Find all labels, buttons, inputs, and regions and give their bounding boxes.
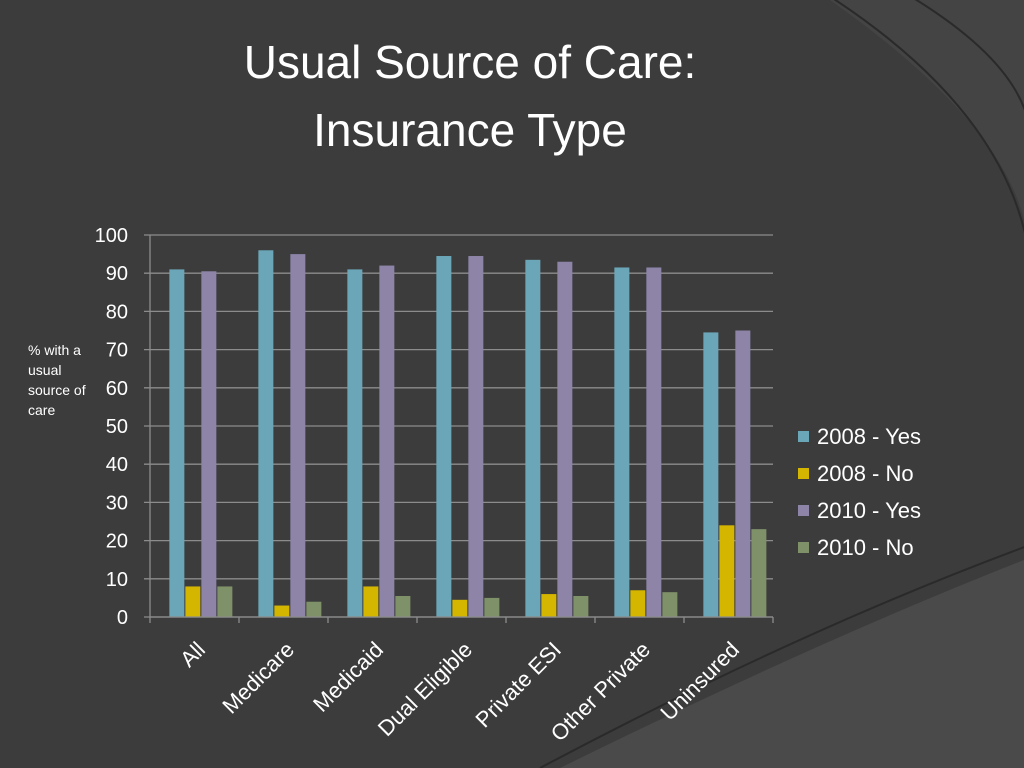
legend-label: 2010 - No (817, 534, 914, 560)
bar-2008-yes-all (169, 269, 185, 617)
bar-2010-yes-dual-eligible (468, 256, 484, 617)
x-tick-label: Medicare (217, 637, 299, 719)
background-arc-line-2 (914, 0, 1024, 111)
legend-swatch (798, 468, 809, 479)
legend-swatch (798, 542, 809, 553)
legend-item: 2008 - No (798, 455, 921, 492)
bar-2010-no-private-esi (573, 595, 589, 617)
bar-2008-yes-dual-eligible (436, 256, 452, 617)
y-tick-label: 20 (106, 531, 128, 553)
y-tick-label: 60 (106, 378, 128, 400)
bar-2010-yes-uninsured (735, 330, 751, 617)
legend-swatch (798, 505, 809, 516)
bar-2008-no-other-private (630, 590, 646, 617)
legend-label: 2008 - Yes (817, 423, 921, 449)
y-tick-label: 40 (106, 454, 128, 476)
legend-item: 2010 - Yes (798, 492, 921, 529)
bar-2010-no-dual-eligible (484, 597, 500, 617)
bar-2010-no-other-private (662, 592, 678, 617)
x-tick-label: All (175, 637, 210, 672)
x-tick-label: Uninsured (655, 637, 744, 726)
bar-2008-no-all (185, 586, 201, 617)
x-tick-label: Dual Eligible (373, 637, 477, 741)
bars (169, 250, 767, 617)
background-arc-line (833, 0, 1024, 234)
bar-2010-no-medicare (306, 601, 322, 617)
chart-legend: 2008 - Yes 2008 - No 2010 - Yes 2010 - No (798, 418, 921, 566)
y-tick-label: 80 (106, 301, 128, 323)
legend-label: 2008 - No (817, 460, 914, 486)
y-tick-label: 0 (117, 607, 128, 629)
background-corner-arc (830, 0, 1024, 220)
bar-2010-yes-other-private (646, 267, 662, 617)
y-tick-label: 30 (106, 492, 128, 514)
bar-2008-no-medicaid (363, 586, 379, 617)
legend-item: 2010 - No (798, 529, 921, 566)
legend-swatch (798, 431, 809, 442)
bar-2010-no-uninsured (751, 529, 767, 617)
bar-2008-no-dual-eligible (452, 599, 468, 617)
bar-2010-no-all (217, 586, 233, 617)
y-tick-label: 100 (95, 225, 128, 247)
y-axis-label: % with a usual source of care (28, 342, 86, 418)
bar-2008-yes-medicare (258, 250, 274, 617)
bar-2010-no-medicaid (395, 595, 411, 617)
bar-2008-yes-uninsured (703, 332, 719, 617)
x-axis (149, 235, 774, 623)
y-tick-label: 50 (106, 416, 128, 438)
background-swoosh-line (539, 546, 1024, 768)
bar-2008-no-uninsured (719, 525, 735, 617)
y-tick-label: 90 (106, 263, 128, 285)
legend-item: 2008 - Yes (798, 418, 921, 455)
bar-2008-yes-other-private (614, 267, 630, 617)
y-tick-label: 70 (106, 340, 128, 362)
slide-title-line-2: Insurance Type (313, 104, 627, 156)
legend-label: 2010 - Yes (817, 497, 921, 523)
bar-2010-yes-medicare (290, 254, 306, 617)
x-tick-label: Private ESI (471, 637, 566, 732)
x-tick-label: Medicaid (308, 637, 388, 717)
slide-title-line-1: Usual Source of Care: (243, 36, 697, 88)
slide-title: Usual Source of Care: Insurance Type (120, 28, 820, 164)
y-tick-labels: 0 10 20 30 40 50 60 70 80 90 100 (95, 225, 128, 629)
background-swoosh (560, 560, 1024, 768)
bar-2008-yes-private-esi (525, 259, 541, 617)
bar-2008-no-medicare (274, 605, 290, 617)
bar-2008-yes-medicaid (347, 269, 363, 617)
bar-2010-yes-all (201, 271, 217, 617)
gridlines (144, 234, 773, 618)
bar-2010-yes-medicaid (379, 265, 395, 617)
y-tick-label: 10 (106, 569, 128, 591)
bar-2010-yes-private-esi (557, 261, 573, 617)
bar-2008-no-private-esi (541, 594, 557, 617)
